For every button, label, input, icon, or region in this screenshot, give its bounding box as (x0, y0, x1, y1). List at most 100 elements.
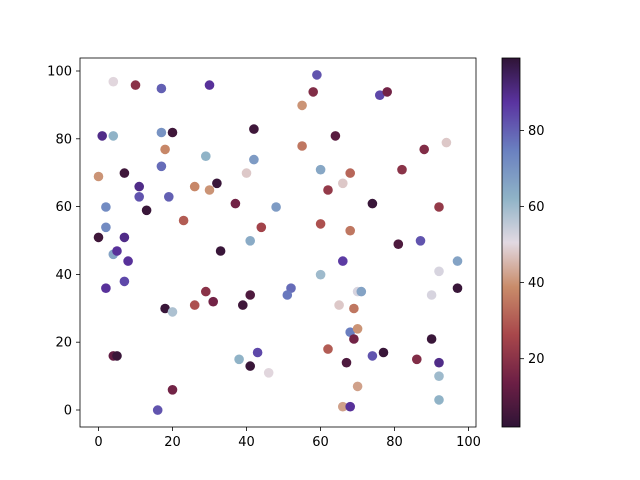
scatter-point (382, 87, 393, 97)
scatter-point (252, 347, 263, 358)
scatter-point (256, 222, 267, 233)
scatter-point (112, 246, 122, 256)
scatter-point (323, 185, 333, 195)
scatter-point (297, 100, 307, 111)
y-tick-label: 60 (55, 200, 72, 215)
scatter-point (130, 80, 141, 90)
scatter-point (452, 283, 463, 294)
scatter-point (204, 185, 215, 195)
scatter-point (375, 90, 385, 100)
y-tick-label: 80 (55, 132, 72, 147)
scatter-point (167, 385, 178, 395)
y-tick-label: 40 (55, 268, 72, 283)
scatter-point (434, 371, 444, 382)
scatter-point (315, 164, 326, 175)
scatter-point (245, 290, 255, 300)
scatter-point (167, 127, 178, 138)
scatter-point (441, 137, 452, 148)
x-tick-label: 60 (312, 435, 329, 450)
scatter-point (249, 124, 259, 134)
scatter-point (338, 178, 348, 189)
scatter-point (156, 127, 167, 138)
scatter-point (245, 236, 255, 246)
scatter-point (419, 144, 430, 155)
scatter-point (101, 283, 111, 294)
y-tick: 60 (55, 200, 80, 215)
x-tick: 20 (164, 427, 181, 450)
x-tick: 40 (238, 427, 255, 450)
scatter-point (397, 164, 407, 175)
x-tick: 100 (456, 427, 481, 450)
scatter-point (97, 131, 107, 141)
x-tick-label: 20 (164, 435, 181, 450)
scatter-point (282, 290, 293, 300)
colorbar-tick: 80 (520, 124, 545, 139)
y-tick: 40 (55, 268, 80, 283)
scatter-point (352, 381, 363, 392)
scatter-point (93, 171, 104, 182)
scatter-point (93, 232, 104, 243)
scatter-point (263, 368, 274, 378)
scatter-point (119, 168, 130, 178)
scatter-point (215, 246, 226, 256)
scatter-point (201, 151, 211, 161)
scatter-point (356, 286, 367, 297)
scatter-point (345, 168, 356, 178)
scatter-point (352, 324, 363, 334)
scatter-point (178, 215, 189, 226)
scatter-point (312, 70, 322, 80)
scatter-point (119, 232, 130, 243)
scatter-point (367, 351, 378, 361)
scatter-point (234, 354, 244, 365)
scatter-point (367, 198, 378, 209)
scatter-point (412, 354, 422, 365)
scatter-point (141, 205, 152, 216)
scatter-point (156, 161, 167, 172)
y-tick-label: 0 (64, 404, 72, 419)
scatter-point (119, 276, 130, 287)
scatter-point (434, 202, 444, 212)
scatter-point (156, 83, 167, 94)
y-tick-label: 100 (47, 65, 72, 80)
colorbar-tick-label: 80 (528, 124, 545, 139)
scatter-point (241, 168, 252, 178)
x-tick: 60 (312, 427, 329, 450)
scatter-point (345, 401, 356, 412)
scatter-point (349, 334, 359, 344)
scatter-point (152, 405, 163, 415)
colorbar-gradient (501, 57, 521, 428)
scatter-point (201, 286, 211, 297)
scatter-point (101, 202, 111, 212)
scatter-point (238, 300, 248, 310)
axes-frame (79, 57, 477, 428)
scatter-point (108, 76, 119, 87)
scatter-point (315, 219, 326, 229)
y-tick: 20 (55, 336, 80, 351)
scatter-point (189, 300, 200, 310)
scatter-point (338, 401, 348, 412)
scatter-point (434, 357, 444, 368)
scatter-point (167, 307, 178, 317)
colorbar-tick-label: 60 (528, 200, 545, 215)
y-axis: 0 20 40 60 80 100 (47, 65, 80, 419)
scatter-point (308, 87, 319, 97)
scatter-point (334, 300, 344, 310)
scatter-point (393, 239, 404, 249)
scatter-point (338, 256, 348, 266)
scatter-point (349, 303, 359, 314)
scatter-point (189, 181, 200, 192)
x-axis: 0 20 40 60 80 100 (94, 427, 481, 450)
scatter-point (164, 192, 174, 202)
scatter-point (160, 303, 170, 314)
scatter-point (208, 296, 218, 307)
x-tick-label: 100 (456, 435, 481, 450)
scatter-point (212, 178, 222, 189)
scatter-point (204, 80, 215, 90)
colorbar-tick: 40 (520, 276, 545, 291)
scatter-point (134, 192, 144, 202)
scatter-point (123, 256, 133, 266)
scatter-point (160, 144, 170, 155)
scatter-point (415, 236, 426, 246)
scatter-point (345, 225, 356, 236)
